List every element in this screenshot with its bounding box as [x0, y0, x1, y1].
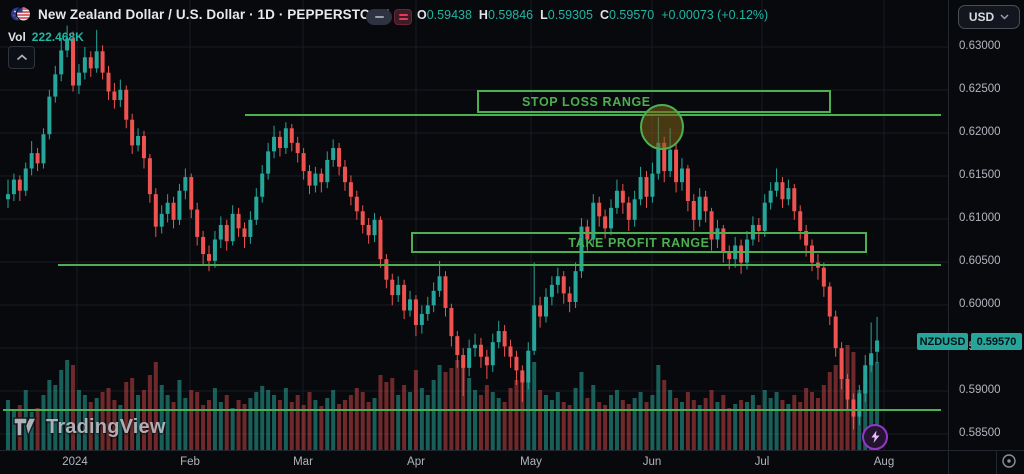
price-axis-label: 0.63000	[959, 40, 1001, 52]
symbol-header: New Zealand Dollar / U.S. Dollar · 1D · …	[10, 6, 389, 22]
price-axis-label: 0.62000	[959, 126, 1001, 138]
price-axis-label: 0.61000	[959, 212, 1001, 224]
time-axis-label: Jul	[754, 456, 770, 468]
time-axis[interactable]: 2024 Feb Mar Apr May Jun Jul Aug	[0, 450, 1024, 474]
time-axis-label: Apr	[407, 456, 425, 468]
take-profit-range-box	[411, 232, 867, 253]
open-key: O	[417, 8, 427, 22]
tradingview-logo-icon	[12, 415, 39, 439]
low-value: 0.59305	[547, 8, 593, 22]
close-key: C	[599, 8, 609, 22]
time-axis-label: Jun	[642, 456, 662, 468]
time-axis-label: 2024	[62, 456, 88, 468]
axis-corner-separator	[996, 451, 997, 474]
price-axis-label: 0.60500	[959, 255, 1001, 267]
symbol-price-tag: NZDUSD	[917, 333, 968, 350]
price-axis-label: 0.58500	[959, 427, 1001, 439]
time-axis-separator	[0, 450, 1024, 451]
high-key: H	[478, 8, 488, 22]
stop-loss-range-label[interactable]: STOP LOSS RANGE	[522, 95, 651, 109]
time-axis-label: Mar	[293, 456, 313, 468]
session-clock-icon[interactable]	[1001, 453, 1017, 469]
take-profit-range-label[interactable]: TAKE PROFIT RANGE	[568, 236, 710, 250]
high-value: 0.59846	[487, 8, 534, 22]
tradingview-watermark[interactable]: TradingView	[12, 415, 166, 439]
volume-value: 222.468K	[31, 30, 84, 44]
open-value: 0.59438	[426, 8, 472, 22]
highlight-circle	[640, 104, 684, 150]
lightning-bolt-icon	[870, 430, 881, 444]
watermark-text: TradingView	[46, 415, 166, 438]
legend-settings-icon[interactable]	[394, 9, 412, 25]
change-value: +0.00073 (+0.12%)	[661, 8, 769, 22]
flash-order-button[interactable]	[862, 424, 888, 450]
chevron-up-icon	[16, 54, 28, 61]
currency-selector-button[interactable]: USD	[958, 5, 1020, 29]
time-axis-label: Feb	[180, 456, 200, 468]
symbol-title[interactable]: New Zealand Dollar / U.S. Dollar · 1D · …	[38, 6, 390, 22]
ohlc-readout: O0.59438 H0.59846 L0.59305 C0.59570 +0.00073…	[417, 8, 768, 22]
currency-selector-label: USD	[968, 10, 995, 24]
price-axis-separator	[948, 0, 949, 474]
price-axis-label: 0.60000	[959, 298, 1001, 310]
chevron-down-icon	[1000, 14, 1009, 20]
volume-legend: Vol 222.468K	[8, 30, 84, 44]
volume-label: Vol	[8, 30, 26, 44]
price-axis-label: 0.62500	[959, 83, 1001, 95]
last-price-tag: 0.59570	[971, 333, 1022, 350]
legend-visibility-toggle-icon[interactable]	[366, 9, 392, 25]
time-axis-label: May	[520, 456, 542, 468]
currency-pair-flag-icon	[10, 6, 31, 22]
time-axis-label: Aug	[873, 456, 895, 468]
price-axis[interactable]: 0.63000 0.62500 0.62000 0.61500 0.61000 0.605…	[949, 0, 1024, 450]
candles-layer	[6, 25, 880, 430]
collapse-legend-button[interactable]	[8, 46, 35, 69]
close-value: 0.59570	[609, 8, 655, 22]
price-axis-label: 0.59000	[959, 384, 1001, 396]
low-key: L	[540, 8, 548, 22]
drawing-layer[interactable]	[3, 90, 941, 411]
price-axis-label: 0.61500	[959, 169, 1001, 181]
